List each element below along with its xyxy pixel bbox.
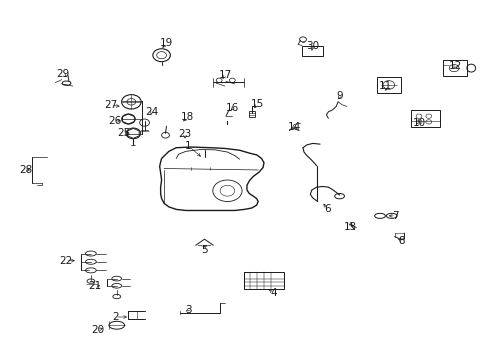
- Text: 24: 24: [145, 107, 158, 117]
- Bar: [443, 60, 466, 76]
- Text: 8: 8: [397, 236, 404, 246]
- Text: 17: 17: [218, 70, 231, 80]
- Text: 7: 7: [391, 211, 398, 221]
- Text: 10: 10: [412, 118, 425, 128]
- Text: 30: 30: [305, 41, 319, 50]
- Text: 26: 26: [108, 116, 121, 126]
- Text: 23: 23: [178, 129, 191, 139]
- Text: 13: 13: [344, 222, 357, 232]
- Text: 2: 2: [112, 312, 119, 322]
- Text: 5: 5: [201, 245, 207, 255]
- Bar: [410, 110, 439, 127]
- Text: 9: 9: [336, 91, 343, 101]
- Text: 16: 16: [226, 103, 239, 113]
- Bar: [302, 45, 322, 56]
- Text: 11: 11: [379, 81, 392, 91]
- Text: 1: 1: [185, 141, 191, 151]
- Text: 28: 28: [20, 165, 33, 175]
- Text: 19: 19: [160, 38, 173, 48]
- Text: 3: 3: [185, 305, 191, 315]
- Text: 25: 25: [117, 129, 130, 138]
- Text: 15: 15: [250, 99, 264, 109]
- Text: 21: 21: [88, 281, 102, 291]
- Text: 20: 20: [91, 325, 104, 335]
- Text: 18: 18: [181, 112, 194, 122]
- Text: 12: 12: [447, 61, 461, 71]
- Text: 6: 6: [324, 204, 330, 214]
- Bar: [249, 111, 255, 117]
- Text: 22: 22: [59, 256, 73, 266]
- Text: 29: 29: [57, 69, 70, 79]
- Text: 14: 14: [287, 122, 301, 132]
- Bar: [243, 272, 283, 289]
- Text: 4: 4: [270, 288, 277, 298]
- Text: 27: 27: [104, 100, 117, 111]
- Bar: [376, 77, 400, 93]
